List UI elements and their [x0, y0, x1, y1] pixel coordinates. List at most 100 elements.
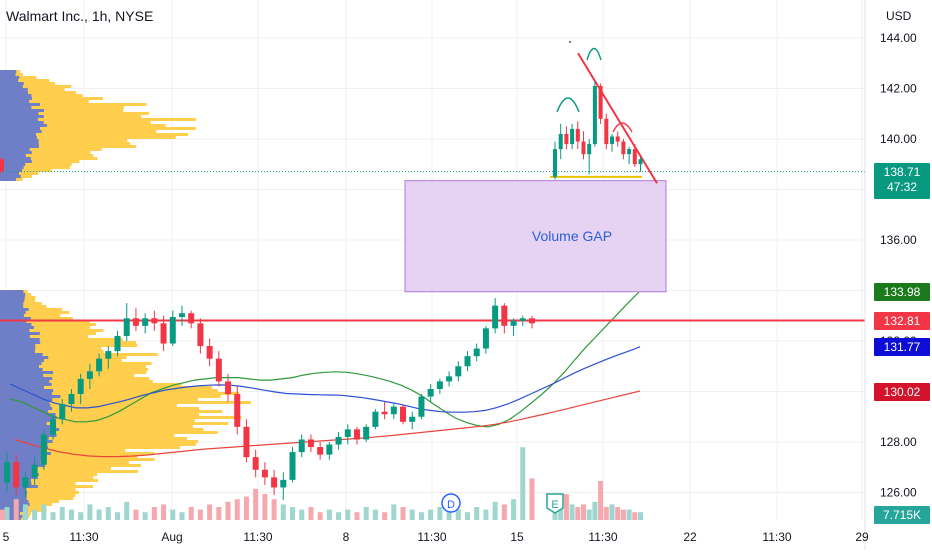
profile-row-buy [0, 136, 37, 139]
candle-body [592, 85, 597, 145]
price-tick-label: 136.00 [880, 233, 917, 247]
volume-bar [68, 509, 74, 520]
volume-bar [586, 509, 592, 520]
candle-body [243, 426, 250, 458]
volume-bar [336, 512, 342, 520]
volume-bar [207, 504, 213, 520]
candle-body [4, 462, 10, 483]
volume-bar [105, 507, 111, 520]
candle-body [427, 388, 434, 397]
profile-row-buy [0, 410, 49, 413]
moving-averages [9, 290, 641, 458]
profile-row-buy [0, 425, 56, 428]
candle-body [604, 118, 609, 145]
volume-bar [569, 504, 575, 520]
profile-row-buy [0, 362, 42, 365]
profile-row-buy [0, 124, 47, 127]
profile-row-buy [0, 464, 46, 467]
candle-body [132, 318, 139, 326]
volume-bars [0, 447, 643, 520]
candle-body [50, 419, 57, 435]
volume-bar [391, 504, 397, 520]
profile-row-buy [0, 178, 17, 181]
candle-body [570, 128, 575, 145]
candle-body [363, 426, 370, 440]
candle-body [455, 366, 462, 377]
profile-row-buy [0, 365, 39, 368]
profile-row-sell [0, 106, 124, 109]
profile-row-buy [0, 127, 41, 130]
profile-row-sell [0, 317, 73, 320]
profile-row-sell [0, 383, 182, 386]
profile-row-sell [0, 365, 146, 368]
profile-row-buy [0, 148, 30, 151]
profile-row-buy [0, 428, 60, 431]
profile-row-sell [0, 458, 155, 461]
dividend-marker [441, 493, 461, 513]
volume-profile [0, 70, 251, 521]
profile-row-sell [0, 341, 137, 344]
profile-row-sell [0, 389, 218, 392]
price-tick-label: 140.00 [880, 132, 917, 146]
candle-body [558, 133, 563, 150]
profile-row-sell [0, 329, 104, 332]
profile-row-sell [0, 488, 76, 491]
volume-bar [41, 504, 47, 520]
profile-row-buy [0, 386, 44, 389]
volume-bar [151, 507, 157, 520]
price-axis-bg [865, 0, 932, 550]
candle-body [335, 436, 342, 445]
volume-bar [133, 509, 139, 520]
profile-row-sell [0, 97, 103, 100]
candle-body [575, 128, 580, 142]
profile-row-buy [0, 332, 40, 335]
profile-row-sell [0, 422, 229, 425]
candle-body [114, 335, 121, 352]
profile-row-buy [0, 299, 25, 302]
profile-row-sell [0, 455, 138, 458]
candle-body [31, 464, 38, 478]
volume-bar [78, 512, 84, 520]
profile-row-sell [0, 311, 70, 314]
profile-row-buy [0, 512, 21, 515]
profile-row-buy [0, 308, 29, 311]
profile-row-sell [0, 136, 176, 139]
profile-row-sell [0, 386, 212, 389]
volume-bar [428, 509, 434, 520]
profile-row-sell [0, 100, 89, 103]
profile-row-sell [0, 425, 193, 428]
profile-row-sell [0, 500, 60, 503]
volume-bar [474, 507, 480, 520]
profile-row-buy [0, 350, 35, 353]
profile-row-sell [0, 142, 131, 145]
profile-row-buy [0, 154, 26, 157]
candle-body [553, 149, 557, 177]
profile-row-sell [0, 124, 166, 127]
profile-row-sell [0, 437, 188, 440]
volume-bar [22, 504, 28, 520]
profile-row-buy [0, 169, 23, 172]
volume-bar [115, 512, 121, 520]
profile-row-buy [0, 389, 54, 392]
profile-row-sell [0, 482, 76, 485]
volume-bar [253, 488, 259, 520]
volume-bar [529, 478, 535, 520]
candle-body [123, 318, 130, 336]
profile-row-buy [0, 121, 44, 124]
profile-row-buy [0, 157, 31, 160]
profile-row-sell [0, 166, 70, 169]
profile-row-sell [0, 485, 94, 488]
profile-row-buy [0, 85, 23, 88]
candle-body [280, 479, 287, 488]
profile-row-buy [0, 97, 32, 100]
profile-row-sell [0, 473, 98, 476]
volume-bar [188, 507, 194, 520]
time-tick-label: 11:30 [762, 530, 791, 544]
profile-row-sell [0, 398, 198, 401]
candle-body [96, 358, 103, 372]
profile-row-sell [0, 431, 218, 434]
time-tick-label: 8 [343, 530, 350, 544]
